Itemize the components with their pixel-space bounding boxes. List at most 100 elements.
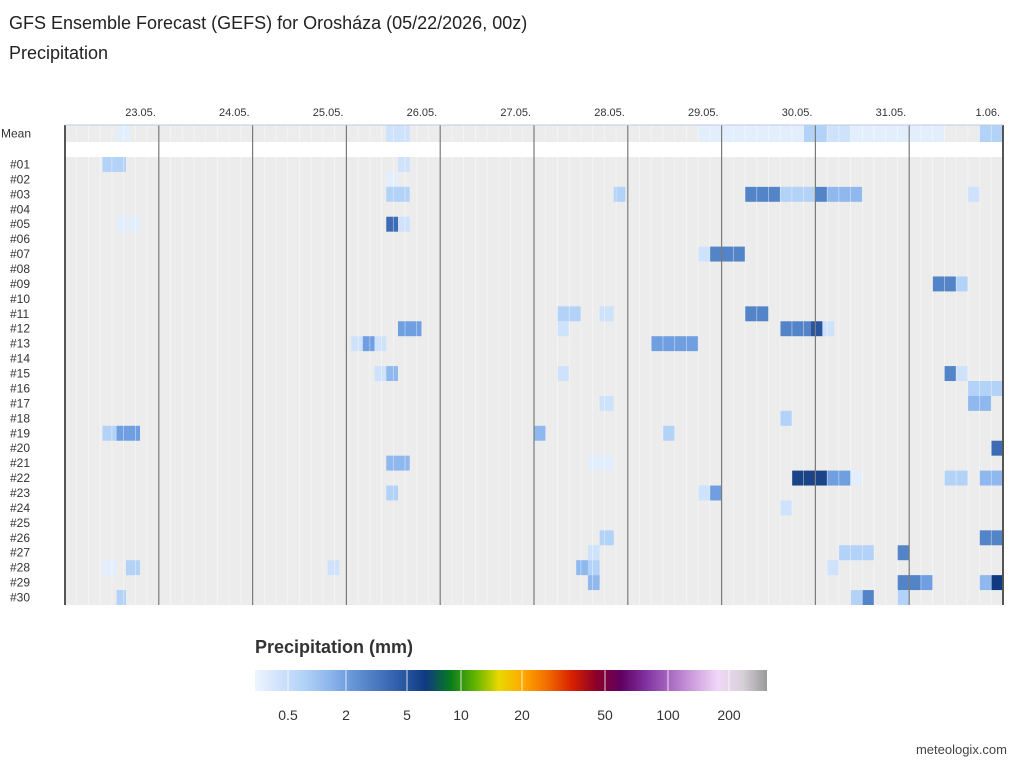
precip-cell [599, 530, 614, 546]
precip-cell [386, 366, 398, 381]
precip-cell [780, 500, 792, 516]
precip-cell [386, 216, 398, 232]
precip-cell [967, 186, 980, 202]
precip-cell [698, 485, 710, 501]
precip-cell [709, 485, 722, 501]
precip-cell [827, 186, 863, 202]
chart-subtitle: Precipitation [9, 43, 109, 63]
precip-cell [850, 590, 863, 605]
member-row-label: #01 [10, 157, 30, 171]
precip-cell [102, 157, 117, 172]
member-row-label: #15 [10, 367, 30, 381]
precip-cell [810, 321, 823, 337]
member-row-label: #20 [10, 441, 30, 455]
precip-cell [587, 545, 600, 561]
precip-cell [956, 276, 968, 292]
member-row-label: #23 [10, 486, 30, 500]
member-row-label: #14 [10, 352, 30, 366]
precip-cell [780, 410, 792, 426]
precip-cell [780, 321, 811, 337]
precip-cell [362, 336, 375, 352]
member-row-label: #03 [10, 187, 30, 201]
precip-cell [698, 246, 710, 262]
member-row-label: #19 [10, 426, 30, 440]
member-row-label: #13 [10, 337, 30, 351]
date-tick-label: 1.06. [976, 107, 1000, 119]
member-row-label: #22 [10, 471, 30, 485]
precip-cell [599, 306, 614, 322]
member-row-label: #05 [10, 217, 30, 231]
precip-cell [386, 455, 410, 471]
precip-cell [386, 485, 398, 501]
precip-cell [920, 575, 933, 591]
precip-cell [116, 425, 141, 441]
precip-cell [745, 186, 781, 202]
date-tick-label: 26.05. [407, 107, 438, 119]
precip-cell [397, 157, 410, 172]
precip-cell [662, 425, 675, 441]
precip-cell [956, 366, 968, 381]
precip-cell [386, 125, 410, 142]
member-row-label: #26 [10, 531, 30, 545]
precip-cell [116, 590, 126, 605]
date-tick-label: 30.05. [782, 107, 813, 119]
member-row-label: #04 [10, 202, 30, 216]
precip-cell [557, 321, 570, 337]
precip-cell [599, 395, 614, 411]
member-row-label: #28 [10, 561, 30, 575]
date-tick-label: 23.05. [125, 107, 156, 119]
date-tick-label: 31.05. [876, 107, 907, 119]
precip-cell [979, 575, 992, 591]
precip-cell [815, 186, 828, 202]
member-row-label: #09 [10, 277, 30, 291]
member-row-label: Mean [1, 127, 31, 141]
member-row-label: #30 [10, 591, 30, 605]
precip-cell [587, 455, 614, 471]
date-tick-label: 25.05. [313, 107, 344, 119]
precip-cell [897, 545, 910, 561]
precip-cell [587, 560, 600, 576]
legend-title: Precipitation (mm) [255, 637, 414, 657]
precip-cell [967, 381, 1003, 396]
precip-cell [850, 470, 863, 486]
precip-cell [534, 425, 546, 441]
precip-cell [102, 425, 117, 441]
precip-cell [698, 125, 804, 142]
date-tick-label: 28.05. [594, 107, 625, 119]
precip-cell [102, 560, 117, 576]
precip-cell [838, 545, 875, 561]
precip-cell [116, 157, 126, 172]
precip-cell [709, 246, 746, 262]
precip-cell [991, 575, 1003, 591]
precip-cell [780, 186, 816, 202]
chart-title: GFS Ensemble Forecast (GEFS) for Orosház… [9, 13, 528, 33]
member-row-label: #17 [10, 396, 30, 410]
precip-cell [397, 216, 410, 232]
precip-cell [397, 321, 422, 337]
member-row-label: #06 [10, 232, 30, 246]
member-row-label: #27 [10, 546, 30, 560]
precip-cell [386, 171, 398, 187]
member-row-label: #16 [10, 381, 30, 395]
precip-cell [125, 560, 141, 576]
precip-cell [116, 216, 141, 232]
precip-cell [576, 560, 588, 576]
member-row-label: #08 [10, 262, 30, 276]
precip-cell [374, 366, 387, 381]
source-credit: meteologix.com [915, 742, 1007, 757]
precip-cell [386, 186, 410, 202]
precip-cell [822, 321, 835, 337]
precip-cell [827, 560, 839, 576]
member-row-label: #18 [10, 411, 30, 425]
precip-cell [327, 560, 340, 576]
precip-cell [944, 366, 957, 381]
precip-cell [557, 366, 570, 381]
precip-cell [351, 336, 363, 352]
precip-cell [862, 590, 875, 605]
member-row-label: #10 [10, 292, 30, 306]
precip-cell [991, 440, 1003, 456]
member-row-label: #29 [10, 576, 30, 590]
member-row-label: #24 [10, 501, 30, 515]
member-row-label: #12 [10, 322, 30, 336]
